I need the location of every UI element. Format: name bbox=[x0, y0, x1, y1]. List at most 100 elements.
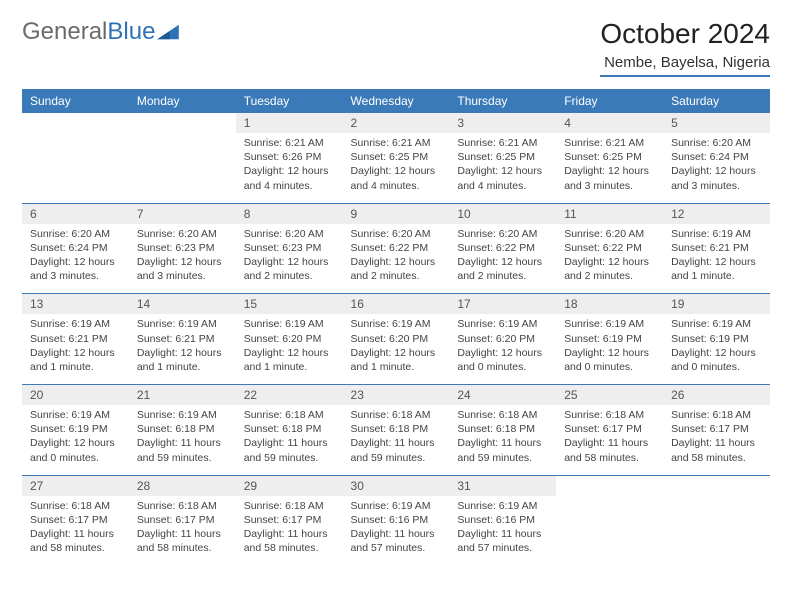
sunset-line: Sunset: 6:17 PM bbox=[671, 422, 762, 436]
day-info-row: Sunrise: 6:21 AMSunset: 6:26 PMDaylight:… bbox=[22, 133, 770, 203]
sunrise-line: Sunrise: 6:19 AM bbox=[137, 408, 228, 422]
day-info-cell: Sunrise: 6:19 AMSunset: 6:20 PMDaylight:… bbox=[343, 314, 450, 384]
day-number-cell: 22 bbox=[236, 385, 343, 405]
sunrise-line: Sunrise: 6:19 AM bbox=[564, 317, 655, 331]
daylight-line: Daylight: 12 hours and 2 minutes. bbox=[351, 255, 442, 283]
day-info-cell bbox=[663, 496, 770, 566]
day-info-cell: Sunrise: 6:19 AMSunset: 6:19 PMDaylight:… bbox=[556, 314, 663, 384]
day-info-cell: Sunrise: 6:18 AMSunset: 6:18 PMDaylight:… bbox=[343, 405, 450, 475]
day-number-cell bbox=[22, 113, 129, 133]
day-number-cell: 28 bbox=[129, 476, 236, 496]
day-number-row: 2728293031 bbox=[22, 476, 770, 496]
daylight-line: Daylight: 12 hours and 2 minutes. bbox=[564, 255, 655, 283]
sunrise-line: Sunrise: 6:20 AM bbox=[244, 227, 335, 241]
day-number-cell: 27 bbox=[22, 476, 129, 496]
day-number-cell: 9 bbox=[343, 204, 450, 224]
sunrise-line: Sunrise: 6:18 AM bbox=[671, 408, 762, 422]
sunset-line: Sunset: 6:17 PM bbox=[244, 513, 335, 527]
day-header: Thursday bbox=[449, 89, 556, 113]
day-info-cell bbox=[556, 496, 663, 566]
day-number-cell: 8 bbox=[236, 204, 343, 224]
day-number-cell: 6 bbox=[22, 204, 129, 224]
day-number-cell bbox=[663, 476, 770, 496]
day-info-cell: Sunrise: 6:21 AMSunset: 6:25 PMDaylight:… bbox=[556, 133, 663, 203]
daylight-line: Daylight: 11 hours and 58 minutes. bbox=[137, 527, 228, 555]
sunset-line: Sunset: 6:16 PM bbox=[457, 513, 548, 527]
day-info-cell: Sunrise: 6:21 AMSunset: 6:25 PMDaylight:… bbox=[449, 133, 556, 203]
day-number-row: 6789101112 bbox=[22, 204, 770, 224]
day-info-cell: Sunrise: 6:20 AMSunset: 6:22 PMDaylight:… bbox=[343, 224, 450, 294]
sunrise-line: Sunrise: 6:20 AM bbox=[351, 227, 442, 241]
daylight-line: Daylight: 11 hours and 58 minutes. bbox=[30, 527, 121, 555]
sunrise-line: Sunrise: 6:20 AM bbox=[671, 136, 762, 150]
day-number-cell: 3 bbox=[449, 113, 556, 133]
sunrise-line: Sunrise: 6:19 AM bbox=[137, 317, 228, 331]
day-number-cell: 4 bbox=[556, 113, 663, 133]
sunrise-line: Sunrise: 6:20 AM bbox=[564, 227, 655, 241]
sunset-line: Sunset: 6:20 PM bbox=[457, 332, 548, 346]
logo: GeneralBlue bbox=[22, 18, 179, 46]
sunset-line: Sunset: 6:24 PM bbox=[30, 241, 121, 255]
sunset-line: Sunset: 6:18 PM bbox=[457, 422, 548, 436]
sunrise-line: Sunrise: 6:19 AM bbox=[30, 408, 121, 422]
day-number-cell: 13 bbox=[22, 294, 129, 314]
daylight-line: Daylight: 12 hours and 3 minutes. bbox=[564, 164, 655, 192]
month-title: October 2024 bbox=[600, 18, 770, 50]
sunset-line: Sunset: 6:17 PM bbox=[137, 513, 228, 527]
day-number-cell: 15 bbox=[236, 294, 343, 314]
sunset-line: Sunset: 6:25 PM bbox=[457, 150, 548, 164]
day-info-row: Sunrise: 6:20 AMSunset: 6:24 PMDaylight:… bbox=[22, 224, 770, 294]
daylight-line: Daylight: 11 hours and 57 minutes. bbox=[351, 527, 442, 555]
daylight-line: Daylight: 11 hours and 59 minutes. bbox=[244, 436, 335, 464]
day-number-cell: 14 bbox=[129, 294, 236, 314]
day-info-cell: Sunrise: 6:20 AMSunset: 6:23 PMDaylight:… bbox=[236, 224, 343, 294]
day-info-cell: Sunrise: 6:18 AMSunset: 6:18 PMDaylight:… bbox=[236, 405, 343, 475]
logo-text: GeneralBlue bbox=[22, 18, 155, 46]
daylight-line: Daylight: 12 hours and 1 minute. bbox=[137, 346, 228, 374]
day-info-cell: Sunrise: 6:21 AMSunset: 6:26 PMDaylight:… bbox=[236, 133, 343, 203]
sunrise-line: Sunrise: 6:20 AM bbox=[30, 227, 121, 241]
day-info-cell: Sunrise: 6:18 AMSunset: 6:17 PMDaylight:… bbox=[236, 496, 343, 566]
sunset-line: Sunset: 6:19 PM bbox=[30, 422, 121, 436]
sunrise-line: Sunrise: 6:18 AM bbox=[244, 499, 335, 513]
day-number-cell: 21 bbox=[129, 385, 236, 405]
sunset-line: Sunset: 6:19 PM bbox=[671, 332, 762, 346]
day-number-cell: 31 bbox=[449, 476, 556, 496]
day-info-cell: Sunrise: 6:20 AMSunset: 6:24 PMDaylight:… bbox=[663, 133, 770, 203]
day-header: Sunday bbox=[22, 89, 129, 113]
day-info-cell: Sunrise: 6:18 AMSunset: 6:17 PMDaylight:… bbox=[556, 405, 663, 475]
sunrise-line: Sunrise: 6:19 AM bbox=[351, 317, 442, 331]
day-info-cell: Sunrise: 6:19 AMSunset: 6:21 PMDaylight:… bbox=[663, 224, 770, 294]
logo-word2: Blue bbox=[107, 18, 155, 45]
sunset-line: Sunset: 6:26 PM bbox=[244, 150, 335, 164]
daylight-line: Daylight: 11 hours and 59 minutes. bbox=[457, 436, 548, 464]
day-info-cell: Sunrise: 6:18 AMSunset: 6:18 PMDaylight:… bbox=[449, 405, 556, 475]
sunrise-line: Sunrise: 6:18 AM bbox=[457, 408, 548, 422]
sunset-line: Sunset: 6:21 PM bbox=[137, 332, 228, 346]
day-info-cell: Sunrise: 6:19 AMSunset: 6:21 PMDaylight:… bbox=[22, 314, 129, 384]
daylight-line: Daylight: 11 hours and 59 minutes. bbox=[351, 436, 442, 464]
day-header-row: SundayMondayTuesdayWednesdayThursdayFrid… bbox=[22, 89, 770, 113]
day-number-cell: 2 bbox=[343, 113, 450, 133]
day-number-cell: 18 bbox=[556, 294, 663, 314]
day-info-cell: Sunrise: 6:19 AMSunset: 6:21 PMDaylight:… bbox=[129, 314, 236, 384]
day-number-cell: 16 bbox=[343, 294, 450, 314]
daylight-line: Daylight: 12 hours and 4 minutes. bbox=[457, 164, 548, 192]
day-info-row: Sunrise: 6:19 AMSunset: 6:21 PMDaylight:… bbox=[22, 314, 770, 384]
sunset-line: Sunset: 6:18 PM bbox=[137, 422, 228, 436]
sunrise-line: Sunrise: 6:18 AM bbox=[137, 499, 228, 513]
day-number-cell: 11 bbox=[556, 204, 663, 224]
day-info-cell: Sunrise: 6:18 AMSunset: 6:17 PMDaylight:… bbox=[22, 496, 129, 566]
day-info-cell bbox=[22, 133, 129, 203]
sunset-line: Sunset: 6:21 PM bbox=[671, 241, 762, 255]
sunset-line: Sunset: 6:25 PM bbox=[564, 150, 655, 164]
daylight-line: Daylight: 12 hours and 3 minutes. bbox=[30, 255, 121, 283]
logo-triangle-icon bbox=[157, 23, 179, 41]
sunrise-line: Sunrise: 6:19 AM bbox=[671, 317, 762, 331]
sunset-line: Sunset: 6:23 PM bbox=[244, 241, 335, 255]
daylight-line: Daylight: 11 hours and 57 minutes. bbox=[457, 527, 548, 555]
daylight-line: Daylight: 12 hours and 4 minutes. bbox=[351, 164, 442, 192]
daylight-line: Daylight: 12 hours and 0 minutes. bbox=[564, 346, 655, 374]
day-info-cell bbox=[129, 133, 236, 203]
logo-word1: General bbox=[22, 18, 107, 45]
